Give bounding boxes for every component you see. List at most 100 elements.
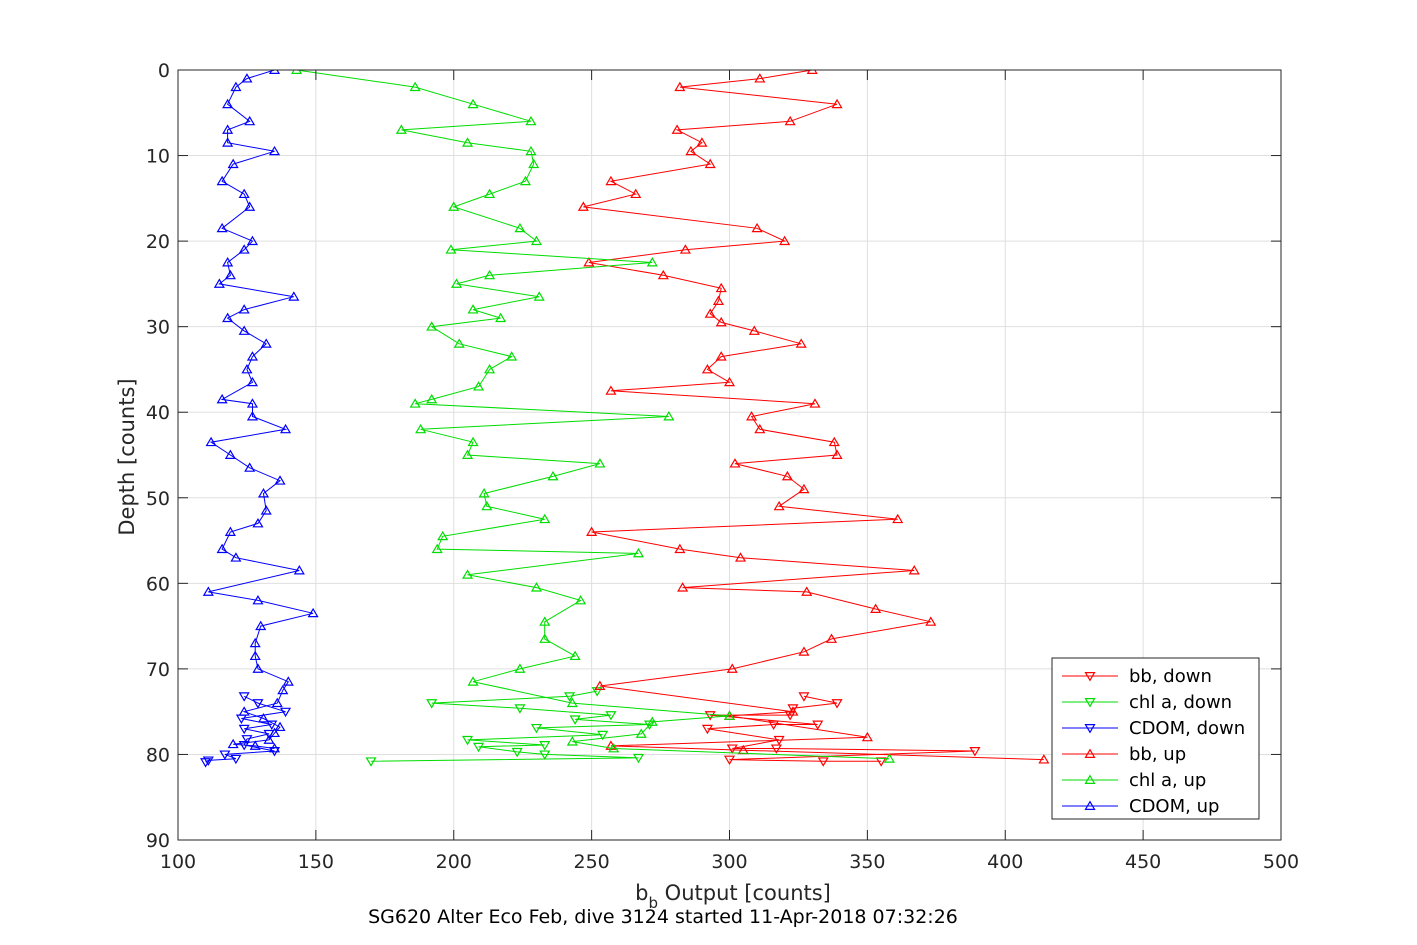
data-point: [426, 699, 438, 709]
series-chl-a-down: [365, 687, 656, 767]
data-point: [746, 411, 758, 421]
data-point: [246, 235, 259, 246]
data-point: [751, 222, 763, 233]
x-tick-label: 250: [573, 851, 609, 873]
series-line: [370, 690, 650, 762]
data-point: [288, 291, 300, 301]
data-point: [461, 735, 474, 746]
data-point: [277, 684, 289, 695]
data-point: [409, 398, 421, 408]
data-point: [528, 158, 540, 169]
data-point: [238, 304, 250, 314]
legend-marker: [1084, 774, 1096, 784]
data-point: [448, 201, 460, 211]
data-point: [216, 543, 228, 554]
data-point: [704, 308, 716, 318]
data-point: [525, 145, 537, 156]
data-point: [467, 98, 479, 109]
legend-entry: chl a, down: [1062, 692, 1232, 713]
y-tick-label: 10: [146, 146, 170, 168]
data-point: [701, 363, 713, 374]
data-point: [202, 586, 214, 596]
x-tick-label: 100: [160, 851, 196, 873]
legend-marker: [1084, 800, 1096, 810]
data-point: [674, 81, 686, 92]
data-point: [605, 175, 617, 186]
data-point: [566, 736, 578, 746]
data-point: [798, 483, 810, 494]
y-axis-label: Depth [counts]: [115, 378, 139, 535]
data-point: [696, 137, 708, 147]
data-point: [539, 633, 551, 643]
data-point: [222, 124, 234, 134]
data-point: [715, 351, 727, 361]
data-point: [729, 458, 741, 468]
data-point: [252, 663, 264, 673]
x-tick-label: 200: [436, 851, 472, 873]
legend-label: chl a, down: [1129, 692, 1232, 713]
data-point: [481, 500, 493, 511]
data-point: [450, 278, 463, 288]
data-point: [663, 411, 675, 421]
figure-caption: SG620 Alter Eco Feb, dive 3124 started 1…: [368, 906, 958, 928]
data-point: [268, 70, 281, 74]
data-point: [754, 423, 766, 434]
data-point: [530, 582, 543, 592]
data-point: [222, 257, 234, 267]
data-point: [597, 730, 609, 741]
data-point: [268, 145, 281, 156]
data-point: [395, 124, 407, 134]
data-point: [409, 81, 421, 92]
data-point: [704, 711, 716, 721]
data-point: [530, 723, 543, 734]
data-point: [586, 526, 598, 536]
data-point: [605, 711, 617, 721]
data-point: [748, 325, 760, 335]
y-tick-label: 40: [146, 402, 170, 424]
data-point: [461, 569, 474, 579]
data-point: [646, 257, 658, 267]
x-tick-label: 500: [1263, 851, 1299, 873]
data-point: [798, 692, 810, 702]
series-bb-up: [577, 70, 1050, 764]
data-point: [677, 582, 689, 592]
data-point: [861, 731, 873, 742]
data-point: [445, 244, 457, 254]
data-point: [657, 269, 669, 280]
axis-ticks: 100 150 200 250 300 350 400 450 500 0 10 20 30 40 50 60…: [146, 60, 1299, 873]
series-cdom-up: [202, 70, 319, 753]
data-point: [291, 70, 303, 74]
data-point: [768, 720, 780, 730]
data-point: [715, 282, 727, 293]
data-point: [461, 137, 474, 147]
data-point: [279, 707, 292, 718]
data-point: [608, 742, 620, 753]
data-point: [266, 720, 278, 730]
data-point: [216, 222, 228, 233]
data-point: [224, 526, 236, 536]
data-point: [205, 436, 217, 447]
data-point: [511, 747, 523, 758]
data-point: [431, 543, 443, 554]
data-point: [238, 244, 250, 254]
data-point: [202, 756, 214, 766]
y-tick-label: 30: [146, 317, 170, 339]
data-point: [230, 754, 242, 765]
data-point: [279, 423, 292, 434]
data-point: [632, 753, 645, 764]
legend-label: bb, up: [1129, 744, 1186, 765]
data-point: [238, 724, 250, 735]
data-point: [787, 704, 799, 714]
data-point: [473, 381, 485, 391]
data-point: [770, 744, 782, 754]
data-point: [817, 757, 829, 767]
series-layer: [200, 70, 1050, 768]
data-point: [246, 376, 259, 387]
legend: bb, down chl a, down CDOM, down bb, up chl a…: [1051, 657, 1260, 820]
legend-marker: [1084, 698, 1096, 708]
series-chl-a-up: [291, 70, 895, 763]
data-point: [467, 676, 479, 686]
x-tick-label: 450: [1125, 851, 1161, 873]
data-point: [274, 475, 286, 485]
data-point: [230, 81, 242, 92]
